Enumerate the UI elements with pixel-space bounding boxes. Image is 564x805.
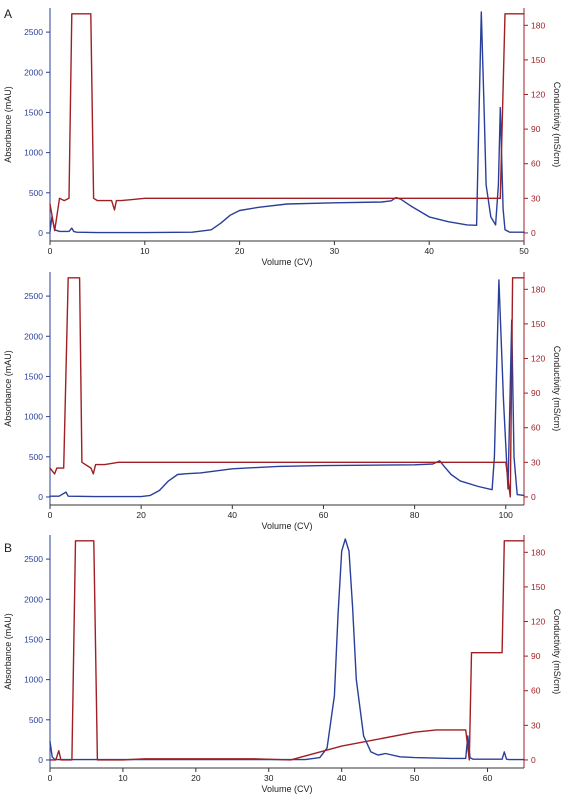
x-axis-title: Volume (CV) bbox=[261, 257, 312, 267]
x-tick-label: 0 bbox=[48, 773, 53, 783]
y-tick-label: 2500 bbox=[24, 291, 43, 301]
y-tick-label: 2500 bbox=[24, 27, 43, 37]
x-tick-label: 40 bbox=[424, 246, 434, 256]
y2-tick-label: 0 bbox=[531, 755, 536, 765]
y2-tick-label: 60 bbox=[531, 159, 541, 169]
y2-tick-label: 90 bbox=[531, 124, 541, 134]
y2-tick-label: 180 bbox=[531, 547, 545, 557]
y2-tick-label: 0 bbox=[531, 492, 536, 502]
absorbance-line-panel-1 bbox=[49, 11, 525, 234]
y-tick-label: 0 bbox=[38, 755, 43, 765]
x-tick-label: 100 bbox=[499, 510, 513, 520]
conductivity-line-panel-1 bbox=[49, 13, 525, 232]
x-tick-label: 30 bbox=[264, 773, 274, 783]
y-tick-label: 0 bbox=[38, 228, 43, 238]
x-axis-title: Volume (CV) bbox=[261, 784, 312, 794]
y2-tick-label: 180 bbox=[531, 284, 545, 294]
y-tick-label: 2000 bbox=[24, 67, 43, 77]
y2-tick-label: 0 bbox=[531, 228, 536, 238]
y-tick-label: 2000 bbox=[24, 594, 43, 604]
y-axis-title: Absorbance (mAU) bbox=[3, 613, 13, 690]
y-tick-label: 1000 bbox=[24, 148, 43, 158]
y2-tick-label: 90 bbox=[531, 651, 541, 661]
x-tick-label: 40 bbox=[337, 773, 347, 783]
x-tick-label: 40 bbox=[228, 510, 238, 520]
y2-tick-label: 150 bbox=[531, 55, 545, 65]
y2-tick-label: 30 bbox=[531, 193, 541, 203]
y2-tick-label: 120 bbox=[531, 354, 545, 364]
panel-label-1: A bbox=[4, 7, 12, 21]
y2-tick-label: 90 bbox=[531, 388, 541, 398]
y2-tick-label: 60 bbox=[531, 686, 541, 696]
y2-tick-label: 180 bbox=[531, 20, 545, 30]
y2-tick-label: 150 bbox=[531, 319, 545, 329]
x-tick-label: 0 bbox=[48, 246, 53, 256]
x-tick-label: 50 bbox=[519, 246, 529, 256]
y-axis-title: Absorbance (mAU) bbox=[3, 86, 13, 163]
x-tick-label: 20 bbox=[136, 510, 146, 520]
y-tick-label: 1500 bbox=[24, 371, 43, 381]
x-tick-label: 20 bbox=[191, 773, 201, 783]
y2-axis-title: Conductivity (mS/cm) bbox=[552, 82, 562, 168]
y2-tick-label: 30 bbox=[531, 457, 541, 467]
y-tick-label: 2500 bbox=[24, 554, 43, 564]
absorbance-line-panel-2 bbox=[49, 279, 525, 498]
y2-axis-title: Conductivity (mS/cm) bbox=[552, 346, 562, 432]
panel-label-3: B bbox=[4, 541, 12, 555]
x-tick-label: 60 bbox=[483, 773, 493, 783]
x-tick-label: 30 bbox=[330, 246, 340, 256]
y2-tick-label: 30 bbox=[531, 720, 541, 730]
y2-tick-label: 60 bbox=[531, 423, 541, 433]
conductivity-line-panel-2 bbox=[49, 277, 525, 498]
y-tick-label: 1500 bbox=[24, 107, 43, 117]
y-tick-label: 500 bbox=[29, 452, 43, 462]
y-tick-label: 500 bbox=[29, 715, 43, 725]
y-tick-label: 1500 bbox=[24, 634, 43, 644]
x-tick-label: 50 bbox=[410, 773, 420, 783]
x-tick-label: 60 bbox=[319, 510, 329, 520]
y-axis-title: Absorbance (mAU) bbox=[3, 350, 13, 427]
y-tick-label: 2000 bbox=[24, 331, 43, 341]
x-tick-label: 20 bbox=[235, 246, 245, 256]
conductivity-line-panel-3 bbox=[49, 540, 525, 761]
y2-tick-label: 120 bbox=[531, 90, 545, 100]
y-tick-label: 1000 bbox=[24, 675, 43, 685]
x-tick-label: 10 bbox=[118, 773, 128, 783]
y-tick-label: 500 bbox=[29, 188, 43, 198]
y2-tick-label: 150 bbox=[531, 582, 545, 592]
y-tick-label: 0 bbox=[38, 492, 43, 502]
y2-tick-label: 120 bbox=[531, 617, 545, 627]
y2-axis-title: Conductivity (mS/cm) bbox=[552, 609, 562, 695]
x-tick-label: 80 bbox=[410, 510, 420, 520]
y-tick-label: 1000 bbox=[24, 412, 43, 422]
x-tick-label: 10 bbox=[140, 246, 150, 256]
x-axis-title: Volume (CV) bbox=[261, 521, 312, 531]
x-tick-label: 0 bbox=[48, 510, 53, 520]
absorbance-line-panel-3 bbox=[49, 538, 525, 761]
